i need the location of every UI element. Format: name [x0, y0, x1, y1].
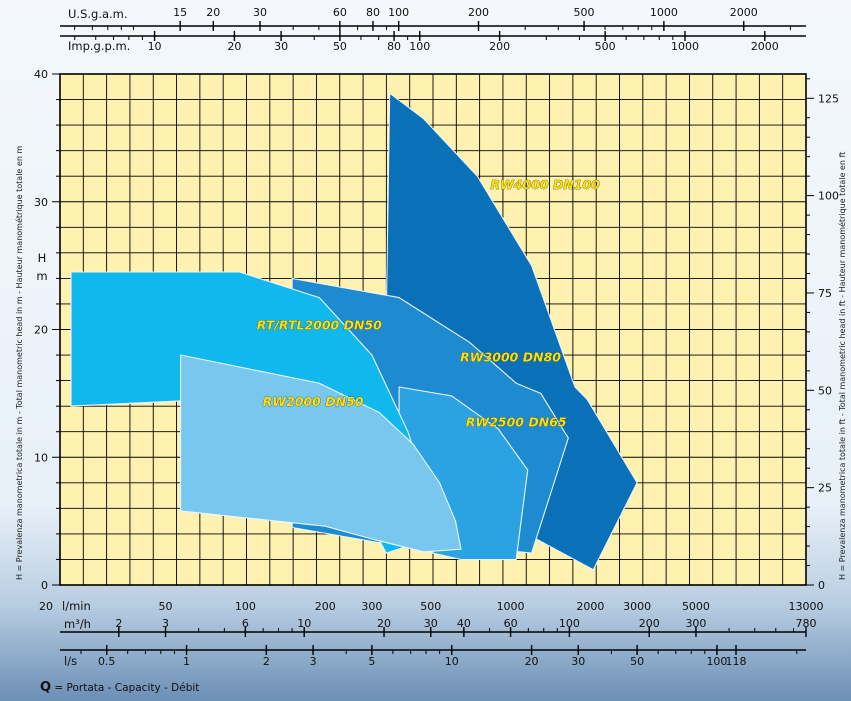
lmin-tick-label: 20 [39, 600, 53, 613]
ls-tick-label: 100 [706, 655, 727, 668]
usgpm-tick-label: 15 [173, 6, 187, 19]
m3h-tick-label: 30 [424, 617, 438, 630]
lmin-tick-label: 13000 [789, 600, 824, 613]
side-texts: H = Prevalenza manometrica totale in m -… [14, 146, 847, 580]
impgpm-tick-label: 200 [489, 40, 510, 53]
m3h-unit-label: m³/h [64, 617, 91, 631]
region-label-rt-rtl2000-dn50: RT/RTL2000 DN50 [257, 318, 382, 333]
lmin-unit-label: l/min [62, 599, 91, 613]
usgpm-tick-label: 2000 [730, 6, 758, 19]
top-axes: 15 20 30 60 80 100 200 500 1000 2000 U.S.g.a.m. 10 2… [60, 6, 806, 53]
y-unit-label: H [38, 251, 47, 265]
ls-tick-label: 2 [263, 655, 270, 668]
usgpm-tick-label: 30 [253, 6, 267, 19]
impgpm-tick-label: 80 [387, 40, 401, 53]
impgpm-tick-label: 20 [227, 40, 241, 53]
left-axis-title: H = Prevalenza manometrica totale in m -… [14, 146, 24, 580]
region-label-rw2000-dn50: RW2000 DN50 [263, 394, 364, 409]
y-tick-label: 10 [34, 451, 48, 464]
y-unit-label: m [36, 269, 47, 283]
ls-tick-label: 20 [525, 655, 539, 668]
m3h-tick-label: 60 [504, 617, 518, 630]
lmin-tick-label: 200 [315, 600, 336, 613]
ft-tick-label: 50 [818, 384, 832, 397]
impgpm-tick-label: 100 [409, 40, 430, 53]
usgpm-tick-label: 500 [574, 6, 595, 19]
lmin-tick-label: 5000 [682, 600, 710, 613]
right-axis: 0 25 50 75 100 125 [806, 78, 839, 592]
lmin-tick-label: 1000 [497, 600, 525, 613]
ft-tick-label: 125 [818, 92, 839, 105]
m3h-tick-label: 6 [242, 617, 249, 630]
region-label-rw2500-dn65: RW2500 DN65 [466, 415, 567, 430]
capacity-caption: Q = Portata - Capacity - Débit [40, 680, 199, 695]
lmin-tick-label: 100 [235, 600, 256, 613]
usgpm-tick-label: 60 [333, 6, 347, 19]
bottom-axes: 20 50 100 200 300 500 1000 2000 3000 5000 13000 l/m… [39, 599, 824, 668]
usgpm-tick-label: 80 [366, 6, 380, 19]
impgpm-tick-label: 50 [333, 40, 347, 53]
usgpm-tick-label: 100 [388, 6, 409, 19]
impgpm-unit-label: Imp.g.p.m. [68, 39, 130, 53]
right-axis-title: H = Prevalenza manometrica totale in ft … [837, 152, 847, 580]
ls-tick-label: 118 [726, 655, 747, 668]
ls-tick-label: 50 [630, 655, 644, 668]
m3h-tick-label: 200 [639, 617, 660, 630]
lmin-tick-label: 500 [420, 600, 441, 613]
m3h-tick-label: 100 [559, 617, 580, 630]
lmin-tick-label: 300 [361, 600, 382, 613]
usgpm-unit-label: U.S.g.a.m. [68, 7, 128, 21]
y-tick-label: 0 [41, 579, 48, 592]
ft-tick-label: 100 [818, 190, 839, 203]
m3h-tick-label: 780 [796, 617, 817, 630]
impgpm-tick-label: 1000 [671, 40, 699, 53]
y-tick-label: 40 [34, 68, 48, 81]
m3h-tick-label: 40 [457, 617, 471, 630]
ft-tick-label: 75 [818, 287, 832, 300]
region-label-rw4000-dn100: RW4000 DN100 [490, 177, 600, 192]
ls-tick-label: 5 [368, 655, 375, 668]
y-tick-label: 20 [34, 324, 48, 337]
usgpm-tick-label: 1000 [650, 6, 678, 19]
usgpm-tick-label: 200 [468, 6, 489, 19]
region-rw2000-dn50 [180, 354, 462, 553]
ls-tick-label: 3 [310, 655, 317, 668]
impgpm-tick-label: 2000 [751, 40, 779, 53]
y-tick-label: 30 [34, 196, 48, 209]
impgpm-tick-label: 10 [148, 40, 162, 53]
ls-tick-label: 10 [445, 655, 459, 668]
usgpm-tick-label: 20 [206, 6, 220, 19]
impgpm-tick-label: 500 [595, 40, 616, 53]
caption-symbol: Q [40, 680, 52, 695]
ft-tick-label: 0 [818, 579, 825, 592]
m3h-tick-label: 20 [377, 617, 391, 630]
ls-unit-label: l/s [64, 654, 77, 668]
lmin-tick-label: 3000 [623, 600, 651, 613]
region-label-rw3000-dn80: RW3000 DN80 [460, 349, 561, 364]
m3h-tick-label: 2 [115, 617, 122, 630]
m3h-tick-label: 300 [685, 617, 706, 630]
impgpm-tick-label: 30 [274, 40, 288, 53]
m3h-tick-label: 3 [162, 617, 169, 630]
m3h-tick-label: 10 [297, 617, 311, 630]
ls-tick-label: 0.5 [98, 655, 116, 668]
caption-text: = Portata - Capacity - Débit [54, 682, 200, 694]
ls-tick-label: 30 [571, 655, 585, 668]
pump-regions: RW4000 DN100 RW3000 DN80 RW2500 DN65 RT/RTL… [70, 92, 638, 571]
lmin-tick-label: 50 [159, 600, 173, 613]
left-axis: 0 10 20 30 40 Hm [34, 68, 60, 592]
ft-tick-label: 25 [818, 482, 832, 495]
ls-tick-label: 1 [183, 655, 190, 668]
lmin-tick-label: 2000 [576, 600, 604, 613]
